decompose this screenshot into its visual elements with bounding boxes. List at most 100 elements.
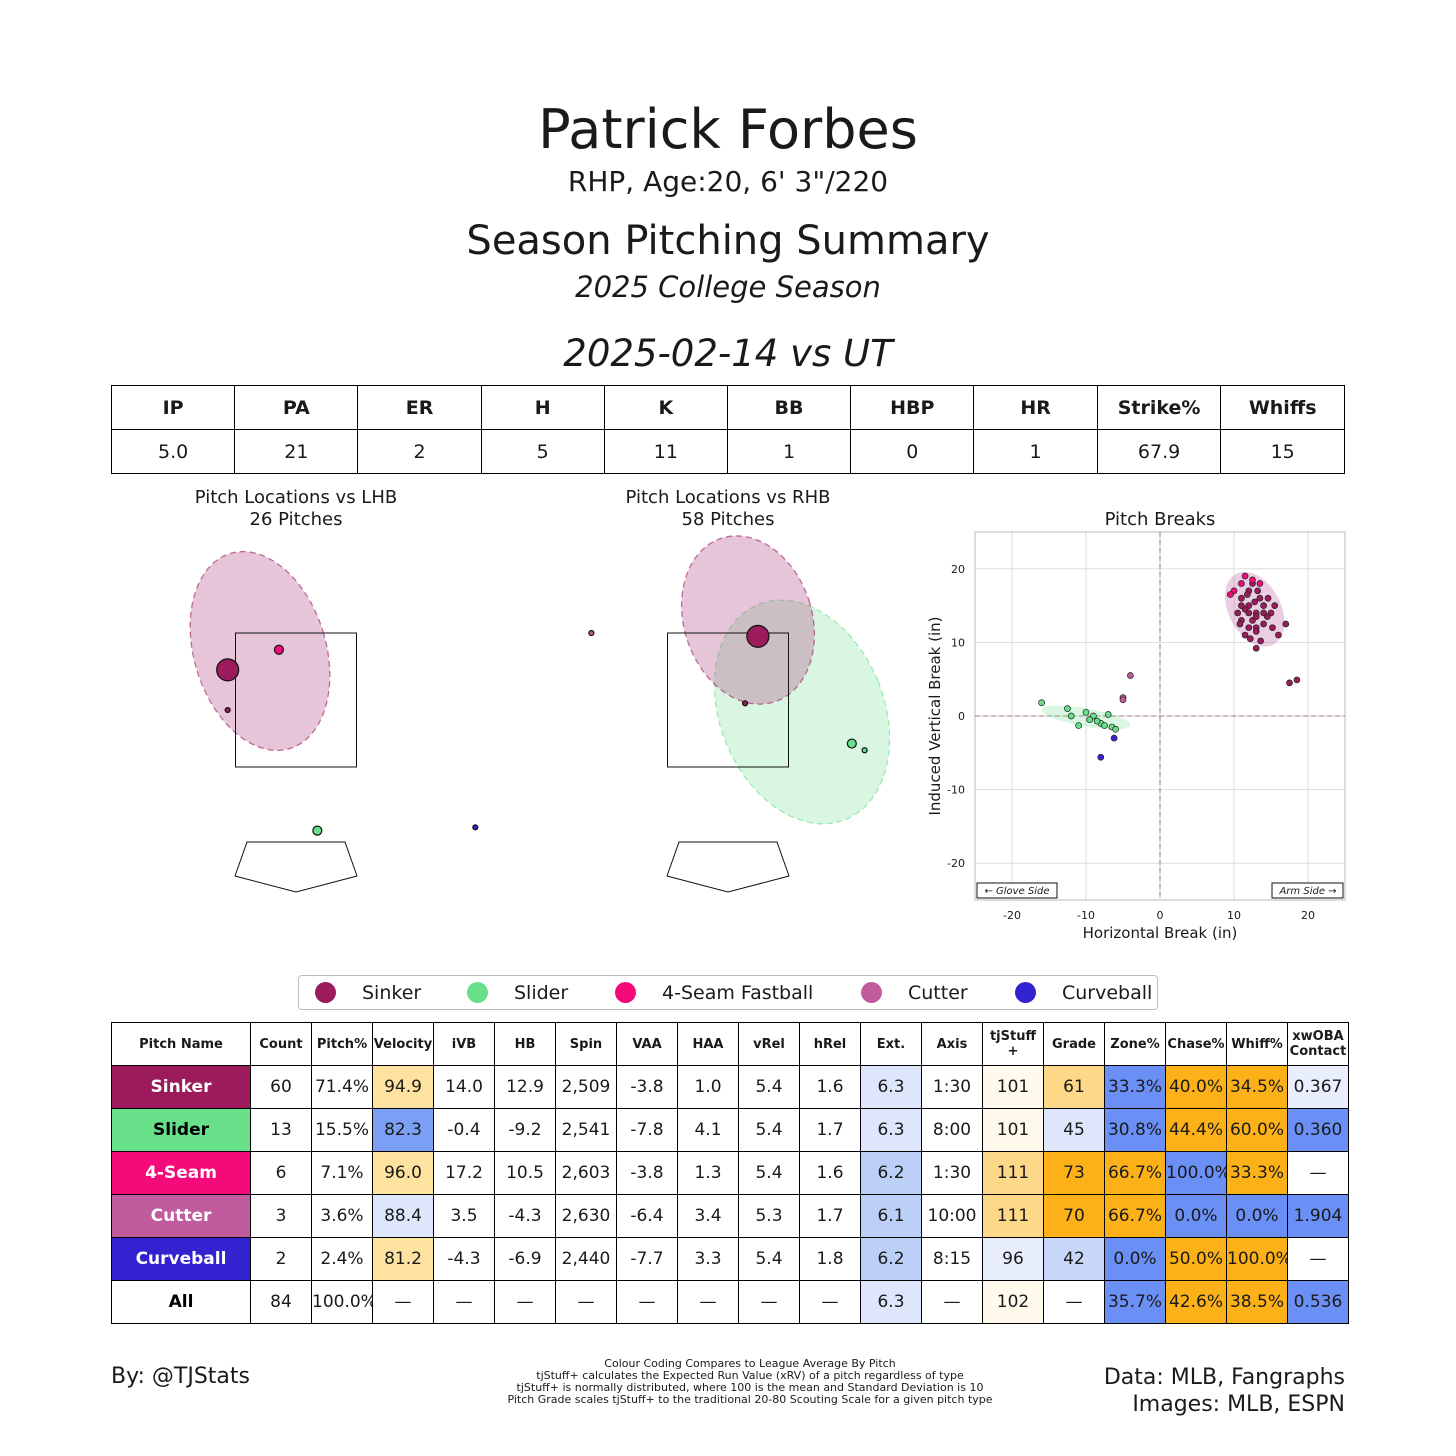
legend-swatch: [315, 982, 336, 1003]
pitch-table-cell: 6.2: [860, 1237, 922, 1281]
location-chart-title: Pitch Locations vs LHB: [195, 487, 397, 508]
legend-item: Cutter: [861, 976, 968, 1009]
pitch-table-cell: 10:00: [921, 1194, 983, 1238]
pitch-table-cell: 70: [1043, 1194, 1105, 1238]
pitch-table-cell: 34.5%: [1226, 1065, 1288, 1109]
pitch-table-cell: 5.3: [738, 1194, 800, 1238]
legend-label: Cutter: [908, 981, 968, 1004]
season-label: 2025 College Season: [575, 270, 881, 304]
pitch-location-point: [861, 747, 868, 754]
break-point: [1260, 602, 1267, 609]
stat-header-hbp: HBP: [850, 385, 975, 430]
break-point: [1245, 609, 1253, 617]
pitch-table-cell: 33.3%: [1226, 1151, 1288, 1195]
home-plate: [666, 841, 790, 893]
pitch-table-cell: 12.9: [494, 1065, 556, 1109]
x-tick-label: 0: [1157, 909, 1164, 922]
pitch-table-cell: 0.536: [1287, 1280, 1349, 1324]
pitch-table-cell: —: [921, 1280, 983, 1324]
stat-value-h: 5: [480, 429, 605, 474]
pitch-table-cell: 2: [250, 1237, 312, 1281]
pitch-table-cell: 2,541: [555, 1108, 617, 1152]
pitch-name-cell: 4-Seam: [111, 1151, 251, 1195]
pitch-table-cell: -6.4: [616, 1194, 678, 1238]
break-point: [1093, 717, 1101, 725]
legend-swatch: [1015, 982, 1036, 1003]
break-point: [1082, 708, 1090, 716]
legend-label: Curveball: [1062, 981, 1153, 1004]
legend-label: Sinker: [362, 981, 422, 1004]
break-point: [1252, 628, 1260, 635]
pitch-table-cell: 40.0%: [1165, 1065, 1227, 1109]
pitch-table-header-cell: hRel: [799, 1022, 861, 1066]
pitch-table-header-cell: Grade: [1043, 1022, 1105, 1066]
pitch-table-cell: 0.0%: [1226, 1194, 1288, 1238]
pitch-table-cell: -0.4: [433, 1108, 495, 1152]
break-point: [1112, 725, 1119, 733]
pitch-table-cell: 60.0%: [1226, 1108, 1288, 1152]
break-point: [1293, 676, 1301, 684]
arm-side-label: Arm Side →: [1278, 886, 1336, 897]
break-point: [1252, 644, 1260, 652]
break-point: [1097, 753, 1105, 761]
y-tick-label: -10: [947, 784, 965, 797]
pitch-table-cell: 6: [250, 1151, 312, 1195]
table-row: Cutter 3 3.6% 88.4 3.5 -4.3 2,630 -6.4 3.4 5.3 1.7…: [111, 1194, 1349, 1238]
density-ellipse: [713, 599, 891, 825]
break-point: [1075, 722, 1082, 729]
pitch-table-cell: 7.1%: [311, 1151, 373, 1195]
pitch-table-cell: 42.6%: [1165, 1280, 1227, 1324]
pitch-table-cell: -4.3: [494, 1194, 556, 1238]
break-point: [1257, 637, 1264, 645]
annotation-box: [1271, 882, 1344, 899]
stat-header-row: IP PA ER H K BB HBP HR Strike% Whiffs: [110, 385, 1345, 430]
stat-value-pa: 21: [234, 429, 359, 474]
pitch-table-header-cell: HAA: [677, 1022, 739, 1066]
table-row: Sinker 60 71.4% 94.9 14.0 12.9 2,509 -3.8 1.0 5.4…: [111, 1065, 1349, 1109]
pitch-table-cell: 3.5: [433, 1194, 495, 1238]
pitch-break-chart: Pitch Breaks -20 -10 0 10 20 -20 -10 0 10 20 Horizo…: [926, 509, 1346, 942]
images-source: Images: MLB, ESPN: [1132, 1392, 1345, 1417]
pitch-name-cell: All: [111, 1280, 251, 1324]
pitch-table-header-cell: Chase%: [1165, 1022, 1227, 1066]
pitch-table-cell: 3.4: [677, 1194, 739, 1238]
break-point: [1269, 624, 1276, 632]
pitch-table-cell: —: [494, 1280, 556, 1324]
pitch-table-cell: 44.4%: [1165, 1108, 1227, 1152]
footer-note-line: Pitch Grade scales tjStuff+ to the tradi…: [507, 1393, 993, 1406]
pitch-name-cell: Slider: [111, 1108, 251, 1152]
pitch-location-point: [273, 644, 285, 655]
break-point: [1260, 620, 1267, 628]
pitch-table-cell: -7.7: [616, 1237, 678, 1281]
pitch-location-point: [588, 629, 595, 637]
pitch-table-cell: —: [433, 1280, 495, 1324]
glove-side-label: ← Glove Side: [984, 886, 1049, 897]
pitch-table-header-cell: HB: [494, 1022, 556, 1066]
pitch-table-cell: 82.3: [372, 1108, 434, 1152]
pitch-table-cell: —: [1287, 1151, 1349, 1195]
pitch-table-cell: 6.3: [860, 1280, 922, 1324]
break-point: [1275, 631, 1282, 639]
pitch-table-cell: —: [677, 1280, 739, 1324]
stat-header-ip: IP: [110, 385, 236, 430]
pitch-table-cell: 2.4%: [311, 1237, 373, 1281]
pitch-table-cell: 1.7: [799, 1108, 861, 1152]
stat-header-k: K: [603, 385, 728, 430]
stat-header-hr: HR: [973, 385, 1098, 430]
pitch-table-cell: 5.4: [738, 1065, 800, 1109]
pitch-table-cell: 6.3: [860, 1108, 922, 1152]
player-bio: RHP, Age:20, 6' 3"/220: [567, 165, 889, 198]
pitch-table-cell: 111: [982, 1194, 1044, 1238]
stat-header-pa: PA: [234, 385, 359, 430]
pitch-table-cell: 0.360: [1287, 1108, 1349, 1152]
x-axis-label: Horizontal Break (in): [1083, 924, 1238, 942]
pitch-table-cell: 100.0%: [1165, 1151, 1227, 1195]
location-chart-subtitle: 26 Pitches: [250, 509, 343, 530]
pitch-table-cell: 84: [250, 1280, 312, 1324]
pitch-table-header-cell: Pitch%: [311, 1022, 373, 1066]
pitch-table-cell: 101: [982, 1108, 1044, 1152]
pitch-table-cell: 81.2: [372, 1237, 434, 1281]
break-point: [1282, 620, 1290, 628]
